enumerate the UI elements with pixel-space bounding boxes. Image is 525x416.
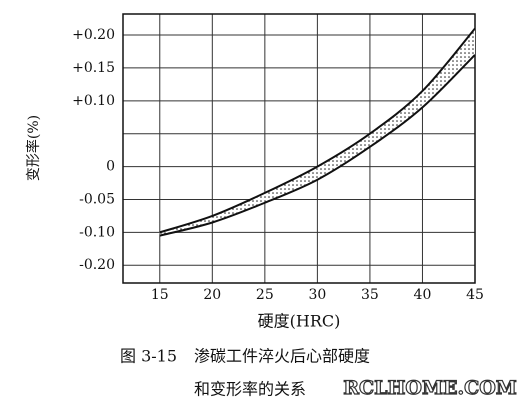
x-tick-label: 20	[203, 287, 221, 303]
y-tick-label: +0.10	[72, 93, 115, 109]
y-tick-label: -0.20	[79, 257, 115, 273]
x-tick-label: 15	[151, 287, 169, 303]
y-tick-label: +0.15	[72, 60, 115, 76]
caption-line: 渗碳工件淬火后心部硬度	[194, 347, 370, 366]
x-axis-label: 硬度(HRC)	[258, 312, 341, 331]
x-tick-label: 30	[308, 287, 326, 303]
y-tick-label: -0.05	[79, 191, 115, 207]
band-edge	[159, 54, 476, 237]
y-tick-label: +0.20	[72, 27, 115, 43]
x-tick-label: 45	[466, 287, 484, 303]
x-tick-label: 35	[361, 287, 379, 303]
x-tick-label: 40	[414, 287, 432, 303]
x-tick-label: 25	[256, 287, 274, 303]
y-tick-label: -0.10	[79, 224, 115, 240]
caption-line: 和变形率的关系	[194, 380, 306, 399]
watermark: RCLHOME.COM	[343, 377, 517, 399]
plot-frame	[122, 13, 476, 284]
caption-number: 图 3-15	[120, 347, 177, 366]
band-edge	[159, 27, 476, 234]
y-tick-label: 0	[106, 159, 115, 175]
y-axis-label: 变形率(%)	[25, 115, 42, 181]
